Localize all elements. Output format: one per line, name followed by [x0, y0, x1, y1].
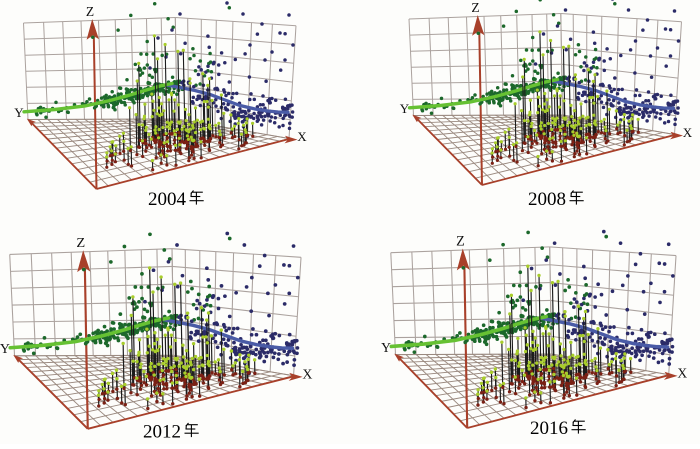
svg-text:X: X	[677, 365, 687, 380]
svg-text:Z: Z	[76, 235, 85, 251]
svg-text:2016: 2016	[530, 418, 568, 439]
svg-text:Y: Y	[400, 101, 410, 116]
svg-text:2012: 2012	[143, 422, 181, 443]
svg-text:Y: Y	[0, 341, 10, 356]
svg-text:X: X	[302, 366, 312, 381]
svg-text:Z: Z	[86, 4, 94, 19]
svg-text:2004: 2004	[148, 189, 187, 210]
svg-text:2008: 2008	[528, 189, 566, 210]
svg-text:Y: Y	[381, 340, 391, 355]
svg-text:X: X	[683, 125, 693, 140]
svg-text:Z: Z	[471, 0, 479, 15]
svg-text:Y: Y	[14, 105, 24, 120]
svg-text:Z: Z	[456, 233, 465, 249]
svg-text:X: X	[297, 129, 307, 144]
